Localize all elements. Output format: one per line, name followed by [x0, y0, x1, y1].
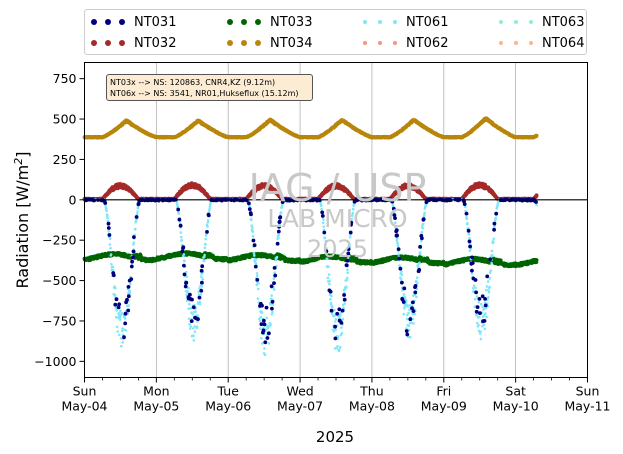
grid-lines	[155, 62, 517, 378]
series-layer	[82, 116, 539, 357]
data-point-nt033	[534, 258, 539, 263]
plot-area	[84, 62, 588, 378]
